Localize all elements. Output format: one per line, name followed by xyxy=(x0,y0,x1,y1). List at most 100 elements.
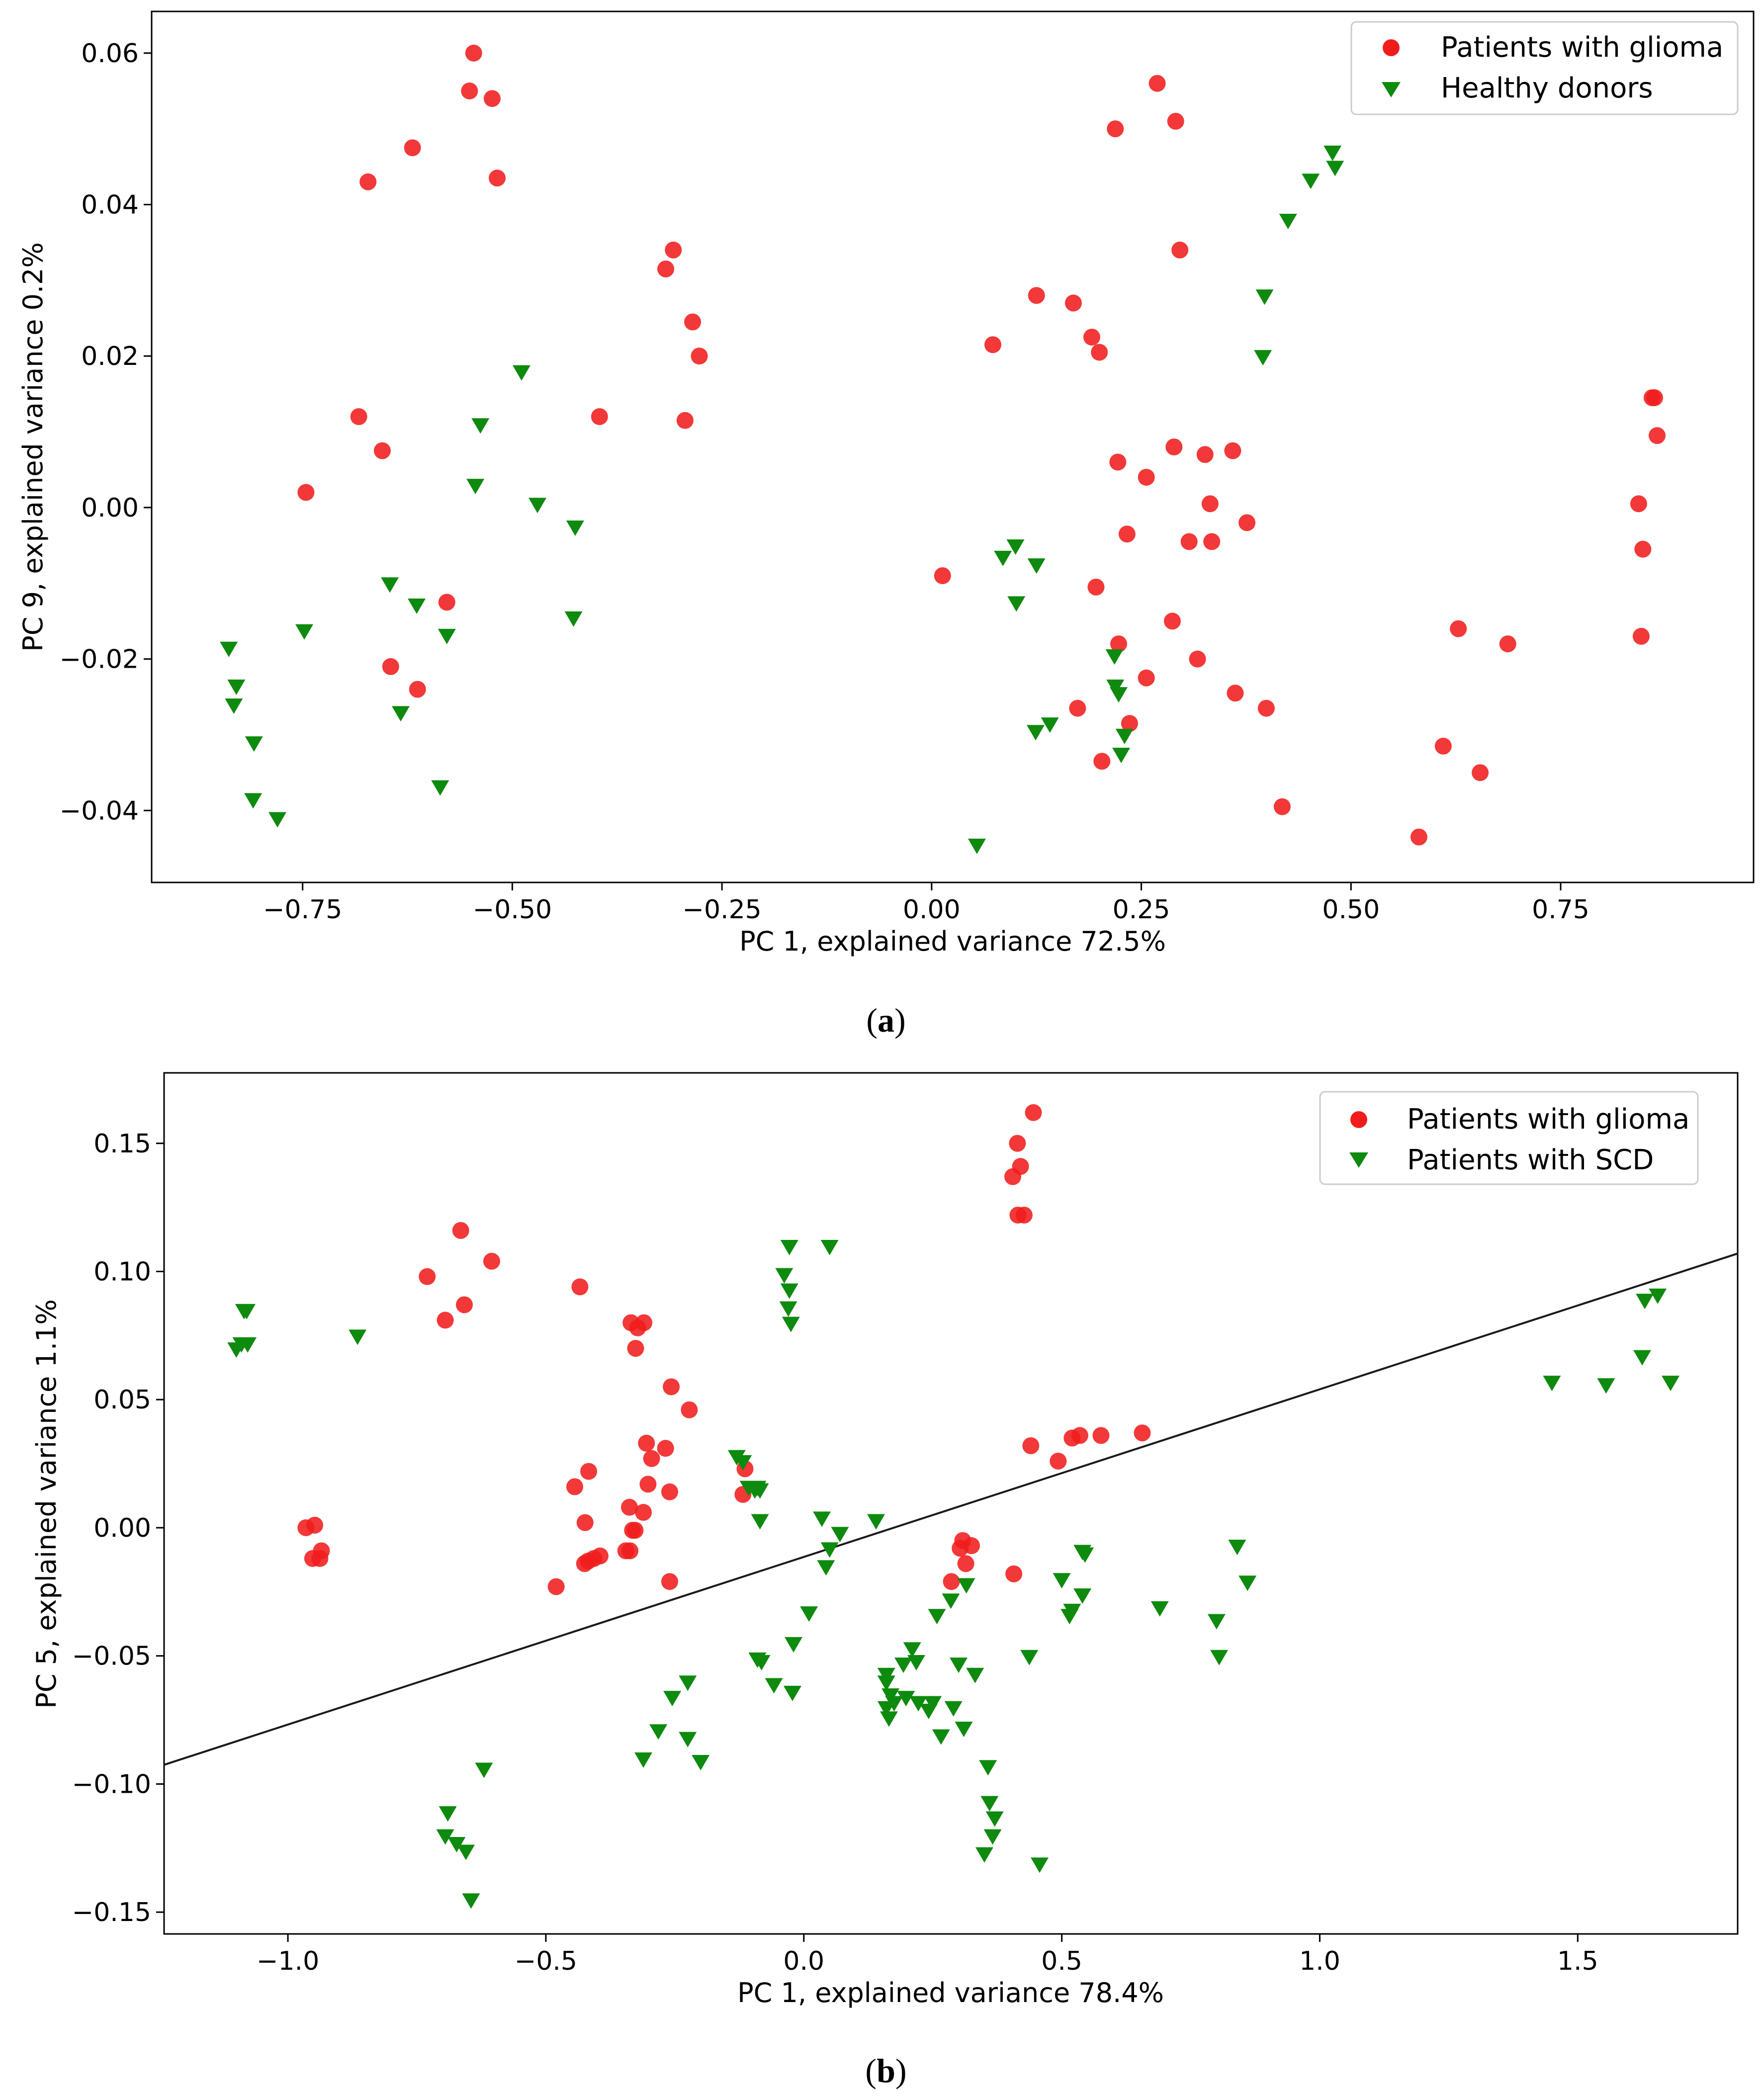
chart-a-point-healthy xyxy=(564,611,583,627)
chart-a-point-glioma xyxy=(409,681,426,698)
chart-a-y-tick-label: 0.06 xyxy=(81,39,139,69)
chart-b-y-tick-label: −0.10 xyxy=(72,1769,151,1799)
chart-a-point-glioma xyxy=(934,567,951,584)
chart-a-point-glioma xyxy=(657,260,675,277)
chart-a-point-glioma xyxy=(1649,427,1666,444)
chart-b-point-scd xyxy=(1150,1601,1169,1617)
chart-a-point-healthy xyxy=(466,479,485,495)
chart-b-point-scd xyxy=(227,1342,246,1358)
chart-a-point-healthy xyxy=(408,598,426,614)
chart-a-point-healthy xyxy=(471,418,490,434)
chart-a-point-glioma xyxy=(1410,828,1427,846)
chart-b-point-scd xyxy=(1543,1376,1561,1392)
chart-a-point-healthy xyxy=(225,698,243,714)
chart-b-point-glioma xyxy=(639,1476,657,1493)
chart-a-point-healthy xyxy=(1006,539,1025,555)
chart-b-point-scd xyxy=(462,1893,480,1909)
chart-b-point-scd xyxy=(679,1675,697,1691)
chart-a-point-healthy xyxy=(994,550,1012,566)
chart-b-y-tick-label: 0.10 xyxy=(93,1257,151,1287)
chart-a-point-healthy xyxy=(1041,717,1059,733)
chart-a-point-healthy xyxy=(1279,213,1297,229)
chart-b-point-scd xyxy=(885,1696,903,1712)
chart-b-y-tick-label: 0.05 xyxy=(93,1385,151,1415)
chart-b-point-scd xyxy=(1060,1609,1079,1625)
chart-a-point-glioma xyxy=(684,313,702,331)
chart-b-point-scd xyxy=(944,1701,963,1717)
chart-a-point-glioma xyxy=(1189,650,1206,668)
chart-b-x-tick-label: −0.5 xyxy=(515,1946,577,1976)
chart-b-legend-frame xyxy=(1319,1091,1699,1185)
chart-b-point-glioma xyxy=(1092,1427,1110,1444)
chart-a-point-healthy xyxy=(1112,748,1131,764)
chart-b-point-scd xyxy=(752,1655,771,1671)
chart-b-point-glioma xyxy=(657,1440,674,1457)
chart-b-point-scd xyxy=(1633,1350,1652,1366)
chart-b-point-scd xyxy=(942,1593,960,1609)
chart-a-point-glioma xyxy=(382,658,399,675)
chart-b-point-glioma xyxy=(661,1483,678,1500)
chart-b-point-scd xyxy=(880,1711,898,1727)
chart-a-x-tick-label: 0.50 xyxy=(1322,895,1380,925)
chart-a-point-glioma xyxy=(297,484,315,501)
chart-a-point-glioma xyxy=(350,408,367,426)
chart-b-point-glioma xyxy=(957,1555,974,1573)
chart-b-legend-scd-marker xyxy=(1349,1152,1368,1168)
chart-a-point-healthy xyxy=(438,628,456,644)
chart-b-point-glioma xyxy=(624,1522,641,1539)
chart-b-point-scd xyxy=(831,1527,849,1543)
chart-b-point-glioma xyxy=(638,1434,655,1452)
chart-b-point-scd xyxy=(775,1268,794,1284)
chart-b-point-scd xyxy=(649,1724,668,1740)
chart-a-point-glioma xyxy=(691,348,708,365)
chart-a-point-glioma xyxy=(1165,438,1183,455)
chart-a-point-healthy xyxy=(1323,145,1342,161)
chart-a-point-glioma xyxy=(984,336,1001,353)
chart-a-y-axis-label: PC 9, explained variance 0.2% xyxy=(17,242,49,651)
chart-b-point-scd xyxy=(975,1847,993,1863)
chart-a-point-glioma xyxy=(1196,446,1214,463)
chart-a-x-tick-label: 0.25 xyxy=(1113,895,1170,925)
chart-b-point-scd xyxy=(785,1637,802,1653)
chart-a-point-healthy xyxy=(968,838,986,854)
chart-b-point-scd xyxy=(928,1609,946,1625)
chart-a-point-glioma xyxy=(1064,294,1082,312)
chart-b-point-glioma xyxy=(419,1268,436,1285)
chart-a-point-healthy xyxy=(220,641,238,657)
chart-b-point-glioma xyxy=(591,1547,609,1565)
chart-b-point-scd xyxy=(692,1755,710,1771)
chart-b-point-scd xyxy=(1020,1650,1039,1665)
chart-a-point-glioma xyxy=(1472,764,1489,782)
chart-a-point-glioma xyxy=(1118,525,1136,543)
chart-a-x-tick-label: 0.00 xyxy=(903,895,961,925)
chart-a-point-glioma xyxy=(1180,533,1198,550)
chart-b-point-scd xyxy=(734,1455,752,1471)
chart-b-x-ticks: −1.0 −0.5 0.0 0.5 1.0 1.5 xyxy=(257,1934,1598,1976)
chart-b-point-scd xyxy=(980,1796,999,1812)
chart-a-point-glioma xyxy=(1646,389,1663,406)
chart-b-point-scd xyxy=(349,1329,367,1345)
chart-b-point-scd xyxy=(979,1760,997,1776)
chart-b-point-glioma xyxy=(547,1578,565,1595)
chart-a-point-glioma xyxy=(591,408,608,426)
chart-b-point-glioma xyxy=(437,1311,454,1329)
chart-a-y-tick-label: 0.02 xyxy=(81,342,139,371)
chart-b-point-glioma xyxy=(663,1378,680,1396)
chart-b-point-glioma xyxy=(1025,1104,1042,1121)
chart-b-y-tick-label: 0.00 xyxy=(93,1513,151,1543)
chart-b-point-scd xyxy=(751,1483,769,1499)
chart-b-point-scd xyxy=(679,1732,697,1748)
chart-b-plot-area xyxy=(163,1072,1739,1935)
chart-b-point-scd xyxy=(800,1606,818,1622)
chart-a-point-glioma xyxy=(1203,533,1221,550)
chart-a-point-glioma xyxy=(1238,514,1256,531)
chart-a-plot-area xyxy=(151,10,1755,883)
chart-a-point-glioma xyxy=(1138,468,1155,486)
chart-b-point-scd xyxy=(1649,1288,1667,1304)
chart-b-legend: Patients with glioma Patients with SCD xyxy=(1319,1091,1699,1185)
chart-b-point-scd xyxy=(1228,1540,1246,1556)
chart-b-point-glioma xyxy=(635,1504,652,1521)
chart-b-point-scd xyxy=(909,1696,928,1712)
chart-b-point-glioma xyxy=(566,1478,584,1495)
chart-b-point-scd xyxy=(1053,1573,1071,1589)
